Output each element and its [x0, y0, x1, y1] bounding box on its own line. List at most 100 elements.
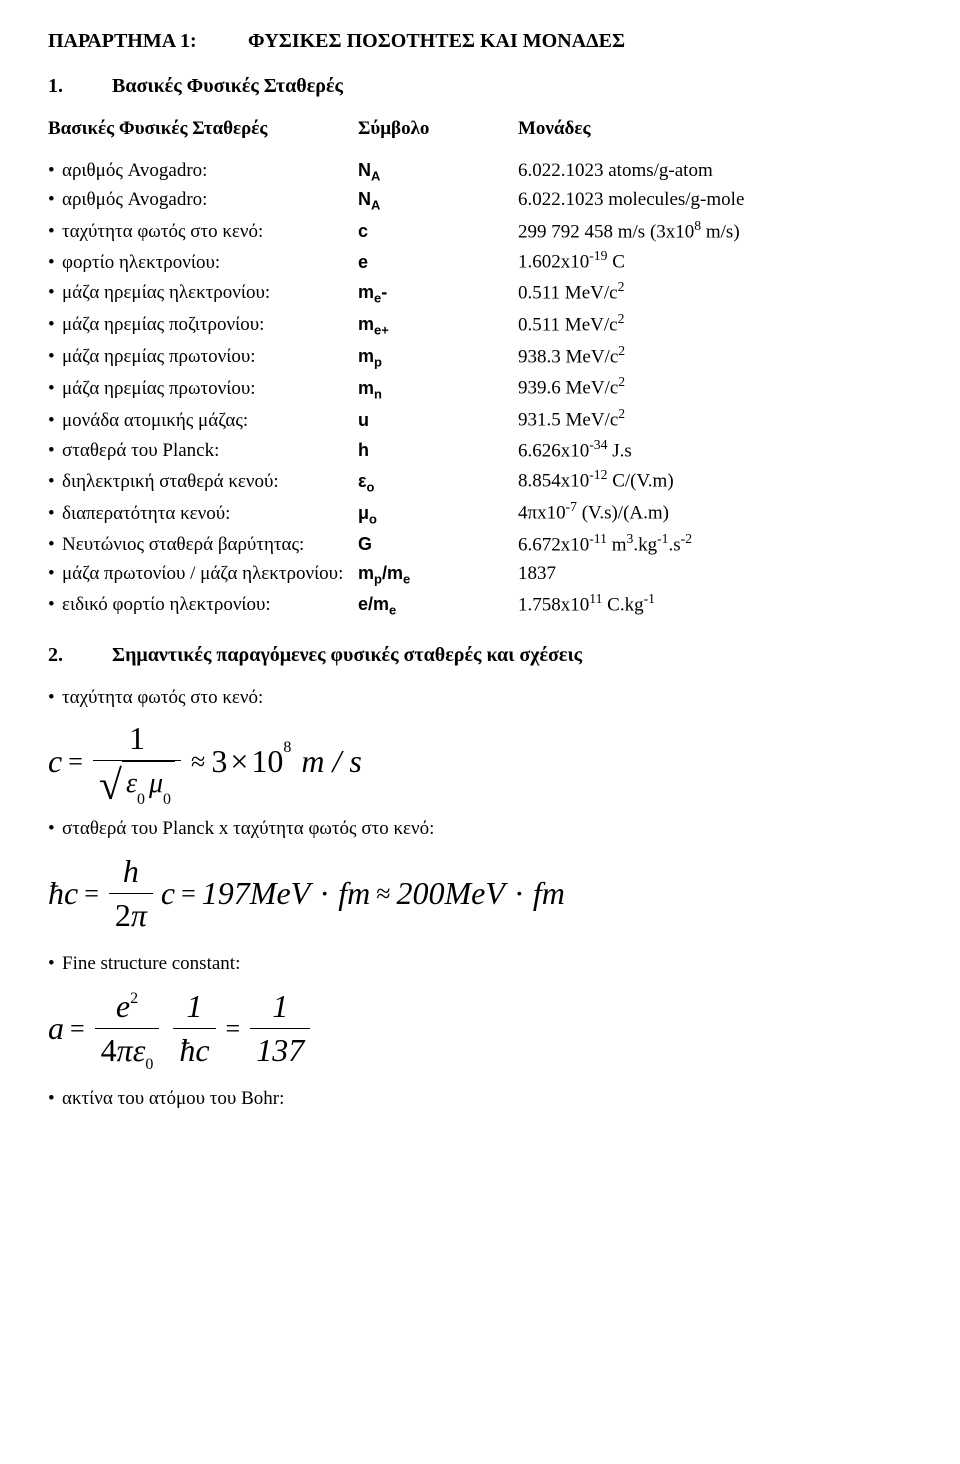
- f1-fraction: 1 √ ε0 μ0: [93, 717, 181, 806]
- constant-unit: 8.854x10-12 C/(V.m): [518, 466, 674, 494]
- bullet-bohr-radius-text: ακτίνα του ατόμου του Bohr:: [62, 1086, 284, 1112]
- constant-name: σταθερά του Planck:: [62, 438, 358, 464]
- constant-name: αριθμός Avogadro:: [62, 187, 358, 213]
- constant-name: μάζα ηρεμίας ποζιτρονίου:: [62, 312, 358, 338]
- constant-row: •μονάδα ατομικής μάζας:u931.5 MeV/c2: [48, 405, 918, 433]
- bullet-icon: •: [48, 187, 62, 213]
- constant-symbol: c: [358, 219, 518, 243]
- constant-symbol: μο: [358, 501, 518, 528]
- constant-row: •διηλεκτρική σταθερά κενού:εο8.854x10-12…: [48, 466, 918, 495]
- constant-unit: 1837: [518, 561, 556, 587]
- f1-numerator: 1: [123, 717, 151, 760]
- constant-symbol: G: [358, 532, 518, 556]
- constant-row: •Νευτώνιος σταθερά βαρύτητας:G6.672x10-1…: [48, 530, 918, 558]
- constant-unit: 4πx10-7 (V.s)/(A.m): [518, 498, 669, 526]
- equals-sign: =: [68, 744, 83, 779]
- constant-row: •ειδικό φορτίο ηλεκτρονίου:e/me1.758x101…: [48, 590, 918, 619]
- constant-symbol: NA: [358, 158, 518, 185]
- constant-unit: 939.6 MeV/c2: [518, 373, 625, 401]
- section-2-title: Σημαντικές παραγόμενες φυσικές σταθερές …: [112, 642, 582, 669]
- bullet-icon: •: [48, 469, 62, 495]
- appendix-subject: ΦΥΣΙΚΕΣ ΠΟΣΟΤΗΤΕΣ ΚΑΙ ΜΟΝΑΔΕΣ: [248, 28, 625, 55]
- constant-symbol: me-: [358, 280, 518, 307]
- bullet-icon: •: [48, 685, 62, 711]
- bullet-icon: •: [48, 250, 62, 276]
- bullet-planck-times-c: • σταθερά του Planck x ταχύτητα φωτός στ…: [48, 816, 918, 842]
- appendix-label: ΠΑΡΑΡΤΗΜΑ 1:: [48, 28, 248, 55]
- bullet-planck-times-c-text: σταθερά του Planck x ταχύτητα φωτός στο …: [62, 816, 434, 842]
- constant-name: αριθμός Avogadro:: [62, 158, 358, 184]
- f1-denominator: √ ε0 μ0: [93, 761, 181, 806]
- constant-row: •αριθμός Avogadro:NA6.022.1023 atoms/g-a…: [48, 158, 918, 185]
- f1-units: m / s: [301, 740, 361, 783]
- constant-unit: 931.5 MeV/c2: [518, 405, 625, 433]
- constant-row: •μάζα πρωτονίου / μάζα ηλεκτρονίου:mp/me…: [48, 561, 918, 588]
- constant-symbol: mp: [358, 344, 518, 371]
- constant-row: •διαπερατότητα κενού:μο4πx10-7 (V.s)/(A.…: [48, 498, 918, 527]
- constants-header: Βασικές Φυσικές Σταθερές Σύμβολο Μονάδες: [48, 116, 918, 142]
- bullet-fine-structure-text: Fine structure constant:: [62, 951, 240, 977]
- constant-row: •σταθερά του Planck:h6.626x10-34 J.s: [48, 436, 918, 464]
- bullet-icon: •: [48, 219, 62, 245]
- bullet-icon: •: [48, 344, 62, 370]
- bullet-icon: •: [48, 561, 62, 587]
- sqrt-wrapper: √ ε0 μ0: [99, 761, 175, 803]
- bullet-icon: •: [48, 1086, 62, 1112]
- constant-name: φορτίο ηλεκτρονίου:: [62, 250, 358, 276]
- section-1-number: 1.: [48, 73, 112, 100]
- header-col-name: Βασικές Φυσικές Σταθερές: [48, 116, 358, 142]
- constant-name: Νευτώνιος σταθερά βαρύτητας:: [62, 532, 358, 558]
- constant-symbol: NA: [358, 187, 518, 214]
- f1-val: 3: [211, 740, 227, 783]
- bullet-icon: •: [48, 532, 62, 558]
- constant-name: μάζα ηρεμίας πρωτονίου:: [62, 376, 358, 402]
- constant-unit: 1.602x10-19 C: [518, 247, 625, 275]
- bullet-icon: •: [48, 501, 62, 527]
- constant-symbol: e: [358, 250, 518, 274]
- bullet-icon: •: [48, 158, 62, 184]
- constant-row: •μάζα ηρεμίας ποζιτρονίου:me+0.511 MeV/c…: [48, 310, 918, 339]
- constant-unit: 6.626x10-34 J.s: [518, 436, 632, 464]
- constant-unit: 299 792 458 m/s (3x108 m/s): [518, 217, 740, 245]
- constant-unit: 0.511 MeV/c2: [518, 310, 624, 338]
- section-2-heading: 2. Σημαντικές παραγόμενες φυσικές σταθερ…: [48, 642, 918, 669]
- bullet-icon: •: [48, 408, 62, 434]
- constant-unit: 6.672x10-11 m3.kg-1.s-2: [518, 530, 692, 558]
- f3-lhs: a: [48, 1007, 64, 1050]
- bullet-fine-structure: • Fine structure constant:: [48, 951, 918, 977]
- constant-name: μάζα πρωτονίου / μάζα ηλεκτρονίου:: [62, 561, 358, 587]
- constant-symbol: u: [358, 408, 518, 432]
- constant-name: διαπερατότητα κενού:: [62, 501, 358, 527]
- section-1-heading: 1. Βασικές Φυσικές Σταθερές: [48, 73, 918, 100]
- formula-fine-structure: a = e2 4πε0 1 ħc = 1 137: [48, 985, 918, 1072]
- bullet-icon: •: [48, 951, 62, 977]
- constant-unit: 1.758x1011 C.kg-1: [518, 590, 655, 618]
- constant-unit: 6.022.1023 atoms/g-atom: [518, 158, 713, 184]
- bullet-icon: •: [48, 312, 62, 338]
- constant-row: •φορτίο ηλεκτρονίου:e1.602x10-19 C: [48, 247, 918, 275]
- constant-symbol: h: [358, 438, 518, 462]
- constant-unit: 938.3 MeV/c2: [518, 342, 625, 370]
- page-root: ΠΑΡΑΡΤΗΜΑ 1: ΦΥΣΙΚΕΣ ΠΟΣΟΤΗΤΕΣ ΚΑΙ ΜΟΝΑΔ…: [0, 0, 960, 1464]
- formula-hbar-c: ħc = h 2π c = 197 MeV · fm ≈ 200 MeV · f…: [48, 850, 918, 937]
- bullet-icon: •: [48, 592, 62, 618]
- constant-name: ταχύτητα φωτός στο κενό:: [62, 219, 358, 245]
- bullet-speed-of-light: • ταχύτητα φωτός στο κενό:: [48, 685, 918, 711]
- constant-symbol: mp/me: [358, 561, 518, 588]
- formula-speed-of-light: c = 1 √ ε0 μ0 ≈ 3 × 108 m / s: [48, 717, 918, 806]
- constant-unit: 6.022.1023 molecules/g-mole: [518, 187, 744, 213]
- constant-symbol: e/me: [358, 592, 518, 619]
- constant-row: •αριθμός Avogadro:NA6.022.1023 molecules…: [48, 187, 918, 214]
- appendix-title: ΠΑΡΑΡΤΗΜΑ 1: ΦΥΣΙΚΕΣ ΠΟΣΟΤΗΤΕΣ ΚΑΙ ΜΟΝΑΔ…: [48, 28, 918, 55]
- constants-list: •αριθμός Avogadro:NA6.022.1023 atoms/g-a…: [48, 158, 918, 620]
- header-col-symbol: Σύμβολο: [358, 116, 518, 142]
- f1-lhs: c: [48, 740, 62, 783]
- approx-sign: ≈: [191, 744, 205, 779]
- constant-name: μάζα ηρεμίας ηλεκτρονίου:: [62, 280, 358, 306]
- constant-name: μάζα ηρεμίας πρωτονίου:: [62, 344, 358, 370]
- f2-lhs: ħc: [48, 872, 78, 915]
- bullet-icon: •: [48, 438, 62, 464]
- constant-row: •μάζα ηρεμίας πρωτονίου:mp938.3 MeV/c2: [48, 342, 918, 371]
- constant-row: •μάζα ηρεμίας πρωτονίου:mn939.6 MeV/c2: [48, 373, 918, 402]
- header-col-units: Μονάδες: [518, 116, 591, 142]
